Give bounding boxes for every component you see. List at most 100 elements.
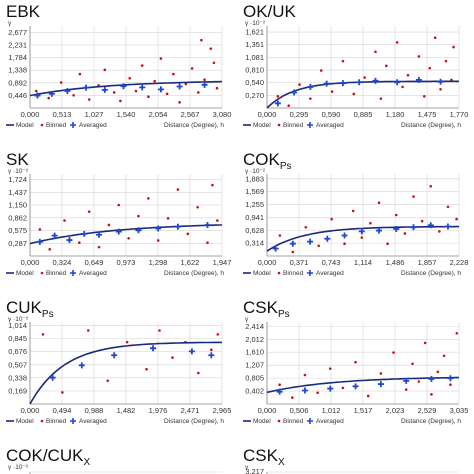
averaged-marker	[276, 388, 283, 395]
averaged-marker	[403, 377, 410, 384]
legend-model-label: Model	[253, 418, 271, 425]
x-tick-label: 1,976	[149, 406, 168, 415]
averaged-marker	[201, 81, 208, 88]
legend-binned-label: Binned	[46, 418, 67, 425]
binned-point	[287, 104, 290, 107]
legend-binned-label: Binned	[283, 418, 304, 425]
binned-point	[106, 379, 110, 383]
panel-title: CSKX	[243, 446, 285, 468]
legend-averaged-swatch	[70, 122, 76, 128]
averaged-marker	[289, 240, 296, 247]
y-tick-label: 1,014	[8, 321, 27, 330]
y-tick-label: 2,012	[245, 335, 264, 344]
x-tick-label: 1,770	[450, 110, 469, 119]
model-curve	[29, 224, 222, 245]
x-tick-label: 0,590	[322, 110, 341, 119]
binned-point	[377, 201, 381, 204]
binned-point	[395, 41, 399, 44]
binned-point	[363, 76, 366, 79]
panel-title: COK/CUKX	[6, 446, 90, 468]
binned-point	[449, 383, 452, 387]
y-tick-label: 1,569	[245, 187, 264, 196]
binned-point	[178, 101, 181, 104]
averaged-marker	[49, 374, 56, 381]
panel-title: CSKPs	[243, 298, 290, 320]
binned-point	[369, 221, 372, 225]
y-tick-label: 1,338	[8, 66, 27, 75]
x-tick-label: 1,857	[418, 258, 437, 267]
x-tick-label: 3,035	[450, 406, 469, 415]
averaged-marker	[393, 225, 400, 232]
averaged-marker	[394, 79, 401, 86]
y-tick-label: 0,676	[8, 347, 27, 356]
y-tick-label: 0,862	[8, 213, 27, 222]
y-axis-label: γ ·10⁻²	[245, 168, 266, 175]
x-tick-label: 0,743	[322, 258, 341, 267]
y-axis-label: γ ·10⁻²	[8, 168, 29, 175]
averaged-marker	[188, 348, 195, 355]
binned-point	[165, 92, 169, 96]
averaged-marker	[356, 79, 363, 86]
y-axis-label: γ ·10⁻²	[245, 20, 266, 27]
averaged-marker	[139, 84, 146, 91]
averaged-marker	[444, 223, 451, 230]
panel-title-subscript: Ps	[280, 161, 292, 172]
binned-point	[439, 87, 442, 91]
binned-point	[433, 36, 437, 40]
binned-point	[420, 219, 424, 223]
binned-point	[112, 91, 116, 94]
y-tick-label: 0,287	[8, 239, 27, 248]
panel-title-subscript: X	[83, 457, 90, 468]
x-tick-label: 2,228	[450, 258, 469, 267]
x-tick-label: 1,622	[181, 258, 200, 267]
y-tick-label: 2,414	[245, 322, 264, 331]
binned-point	[455, 331, 459, 335]
binned-point	[303, 373, 307, 377]
x-tick-label: 2,567	[181, 110, 200, 119]
x-tick-label: 0,000	[258, 258, 277, 267]
binned-point	[210, 348, 213, 352]
averaged-marker	[66, 237, 73, 244]
x-tick-label: 2,529	[418, 406, 437, 415]
binned-point	[209, 47, 213, 50]
binned-point	[212, 61, 216, 65]
binned-point	[319, 69, 323, 72]
y-tick-label: 2,677	[8, 28, 27, 37]
binned-point	[379, 372, 383, 375]
x-tick-label: 2,023	[386, 406, 405, 415]
x-tick-label: 1,114	[354, 258, 372, 267]
binned-point	[166, 217, 170, 220]
panel-title-subscript: Ps	[42, 309, 54, 320]
y-tick-label: 0,540	[245, 78, 264, 87]
binned-point	[417, 55, 421, 58]
x-tick-label: 1,517	[354, 406, 373, 415]
averaged-marker	[323, 80, 330, 87]
averaged-marker	[377, 381, 384, 388]
legend-averaged-label: Averaged	[316, 270, 344, 277]
binned-point	[215, 86, 219, 90]
legend-binned-swatch	[277, 271, 281, 275]
binned-point	[107, 223, 111, 227]
legend-binned-label: Binned	[283, 122, 304, 129]
averaged-marker	[78, 362, 85, 369]
x-tick-label: 2,054	[149, 110, 168, 119]
y-tick-label: 1,081	[245, 53, 264, 62]
binned-point	[298, 83, 301, 86]
legend-binned-swatch	[277, 419, 281, 423]
model-curve	[266, 376, 459, 394]
x-tick-label: 0,295	[290, 110, 309, 119]
binned-point	[176, 188, 180, 191]
legend-binned-label: Binned	[283, 270, 304, 277]
averaged-marker	[427, 222, 434, 229]
averaged-marker	[157, 86, 164, 93]
binned-point	[438, 230, 441, 233]
averaged-marker	[96, 231, 103, 238]
binned-point	[134, 89, 138, 93]
legend-averaged-swatch	[307, 270, 313, 276]
x-tick-label: 1,486	[386, 258, 405, 267]
y-tick-label: 0,892	[8, 78, 27, 87]
